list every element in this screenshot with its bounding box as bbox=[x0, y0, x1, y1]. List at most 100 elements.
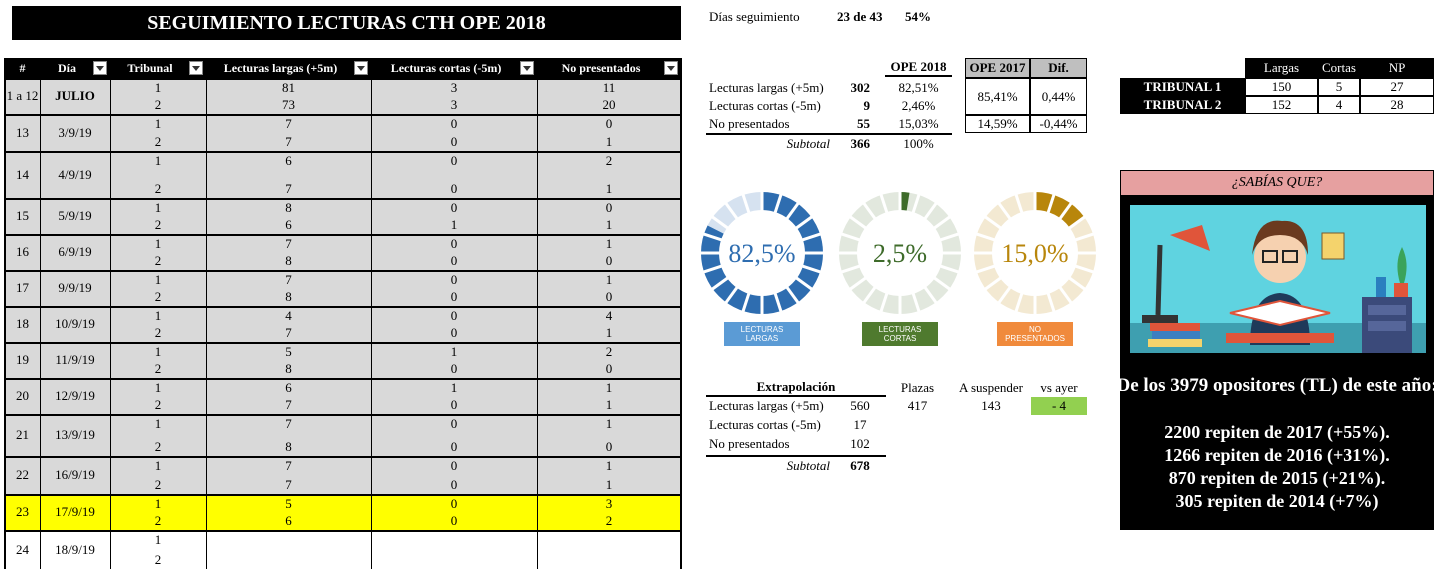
cell: 0 bbox=[450, 457, 458, 473]
summary-count: 302 bbox=[850, 80, 871, 95]
illustration bbox=[1130, 205, 1426, 353]
extrapolation-cell: - 4 bbox=[1031, 397, 1087, 415]
cell: 1 bbox=[605, 216, 613, 232]
donut-caption: LECTURAS CORTAS bbox=[862, 322, 938, 346]
filter-button[interactable] bbox=[520, 61, 534, 75]
row-border bbox=[5, 306, 681, 308]
cell: 7 bbox=[285, 115, 292, 131]
cell: 3 bbox=[605, 495, 613, 511]
cell: 4 bbox=[605, 307, 613, 323]
row-number: 22 bbox=[16, 467, 29, 482]
extrapolation-rule bbox=[706, 455, 886, 457]
cell: 0 bbox=[450, 324, 458, 340]
comparison-cell: -0,44% bbox=[1030, 115, 1087, 133]
tracking-label: Días seguimiento bbox=[709, 9, 800, 24]
cell: 0 bbox=[605, 252, 613, 268]
tribunal-label: TRIBUNAL 2 bbox=[1120, 96, 1245, 114]
extrapolation-header: A suspender bbox=[959, 380, 1023, 395]
cell: 2 bbox=[154, 252, 162, 268]
summary-label: No presentados bbox=[709, 116, 790, 131]
cell: 1 bbox=[154, 79, 162, 95]
fact-line: 2200 repiten de 2017 (+55%). bbox=[1164, 422, 1390, 442]
donut-separator bbox=[973, 231, 998, 243]
extrapolation-label: Lecturas cortas (-5m) bbox=[709, 417, 821, 432]
summary-header: OPE 2018 bbox=[885, 59, 952, 77]
table-row bbox=[5, 494, 681, 530]
cell: 0 bbox=[605, 438, 613, 454]
cell: 0 bbox=[450, 476, 458, 492]
cell: 0 bbox=[450, 512, 458, 528]
cell: 6 bbox=[285, 216, 292, 232]
filter-button[interactable] bbox=[354, 61, 368, 75]
extrapolation-label: No presentados bbox=[709, 436, 790, 451]
row-day: 11/9/19 bbox=[55, 352, 95, 367]
extrapolation-cell: 143 bbox=[981, 398, 1001, 413]
donut-separator bbox=[1057, 284, 1074, 306]
row-border bbox=[5, 78, 681, 80]
donut-separator bbox=[723, 200, 740, 222]
donut-separator bbox=[861, 200, 878, 222]
cell: 8 bbox=[285, 252, 292, 268]
donut-separator bbox=[922, 200, 939, 222]
donut-separator bbox=[996, 284, 1013, 306]
row-day: 4/9/19 bbox=[58, 166, 92, 182]
donut-separator bbox=[1072, 231, 1097, 243]
donut-chart: 15,0% bbox=[971, 189, 1099, 317]
donut-separator bbox=[723, 284, 740, 306]
row-border bbox=[5, 530, 681, 532]
row-day: 18/9/19 bbox=[55, 541, 95, 557]
donut-chart: 82,5% bbox=[698, 189, 826, 317]
cell: 1 bbox=[605, 476, 613, 492]
cell: 7 bbox=[285, 133, 292, 149]
cell: 8 bbox=[285, 360, 292, 376]
title-bar: SEGUIMIENTO LECTURAS CTH OPE 2018 bbox=[12, 6, 681, 40]
cell: 6 bbox=[285, 379, 292, 395]
donut-separator bbox=[709, 214, 731, 231]
filter-button[interactable] bbox=[189, 61, 203, 75]
donut-separator bbox=[996, 200, 1013, 222]
cell: 1 bbox=[605, 457, 613, 473]
cell: 81 bbox=[282, 79, 295, 95]
cell: 5 bbox=[285, 343, 292, 359]
cell: 1 bbox=[450, 216, 458, 232]
column-header: No presentados bbox=[561, 60, 641, 75]
cell: 0 bbox=[450, 180, 458, 196]
filter-button[interactable] bbox=[93, 61, 107, 75]
row-day: 5/9/19 bbox=[58, 208, 92, 223]
cell: 7 bbox=[285, 476, 292, 492]
row-day: 16/9/19 bbox=[55, 467, 95, 482]
donut-separator bbox=[931, 275, 953, 292]
column-header: Día bbox=[58, 60, 76, 75]
cell: 7 bbox=[285, 457, 292, 473]
cell: 0 bbox=[605, 360, 613, 376]
row-border bbox=[5, 494, 681, 496]
donut-separator bbox=[700, 263, 725, 275]
donut-separator bbox=[847, 214, 869, 231]
cell: 2 bbox=[154, 96, 162, 112]
donut-separator bbox=[772, 191, 784, 216]
extrapolation-cell: 102 bbox=[850, 436, 870, 451]
comparison-cell: 85,41% bbox=[965, 78, 1030, 115]
row-day: JULIO bbox=[55, 88, 95, 103]
donut-separator bbox=[973, 263, 998, 275]
comparison-header: OPE 2017 bbox=[965, 58, 1030, 78]
fact-line: 305 repiten de 2014 (+7%) bbox=[1175, 491, 1379, 511]
cell: 3 bbox=[450, 79, 458, 95]
summary-subtotal-count: 366 bbox=[850, 136, 871, 151]
donut-separator bbox=[1057, 200, 1074, 222]
row-number: 23 bbox=[16, 504, 29, 519]
row-day: 17/9/19 bbox=[55, 504, 95, 519]
extrapolation-header: Extrapolación bbox=[706, 379, 886, 397]
row-border bbox=[5, 456, 681, 458]
filter-button[interactable] bbox=[664, 61, 678, 75]
summary-count: 55 bbox=[857, 116, 870, 131]
row-day: 6/9/19 bbox=[58, 244, 92, 259]
cell: 20 bbox=[602, 96, 616, 112]
donut-separator bbox=[910, 290, 922, 315]
cell: 0 bbox=[605, 115, 613, 131]
cell: 1 bbox=[154, 415, 162, 431]
cell: 7 bbox=[285, 271, 292, 287]
cell: 1 bbox=[605, 133, 613, 149]
table-row bbox=[5, 306, 681, 342]
tribunal-header: Cortas bbox=[1318, 58, 1360, 78]
